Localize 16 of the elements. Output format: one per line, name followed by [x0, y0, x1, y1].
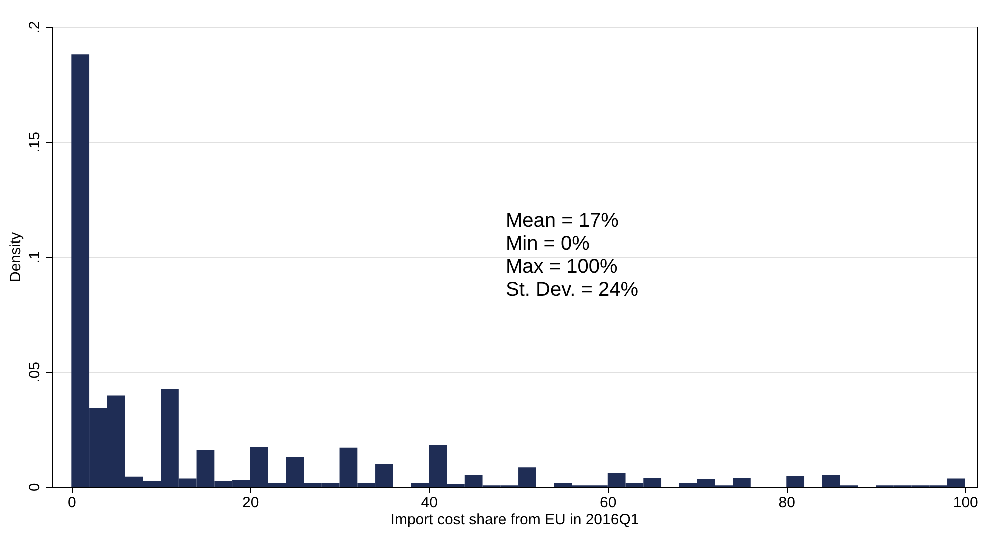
- x-tick-label: 0: [68, 494, 76, 512]
- y-tick-label: .1: [26, 251, 44, 264]
- annotation: Min = 0%: [506, 233, 590, 255]
- y-tick-label: .2: [26, 21, 44, 34]
- y-tick-label: .05: [26, 362, 44, 383]
- annotation: Max = 100%: [506, 256, 618, 278]
- annotation: St. Dev. = 24%: [506, 279, 639, 301]
- x-tick-label: 40: [421, 494, 438, 512]
- x-tick-label: 60: [600, 494, 617, 512]
- x-tick-label: 100: [953, 494, 978, 512]
- y-tick-label: .15: [26, 132, 44, 153]
- y-tick-label: 0: [26, 483, 44, 492]
- x-tick-label: 80: [778, 494, 796, 512]
- annotation: Mean = 17%: [506, 210, 620, 232]
- x-tick-label: 20: [242, 494, 260, 512]
- y-axis-title: Density: [8, 232, 24, 283]
